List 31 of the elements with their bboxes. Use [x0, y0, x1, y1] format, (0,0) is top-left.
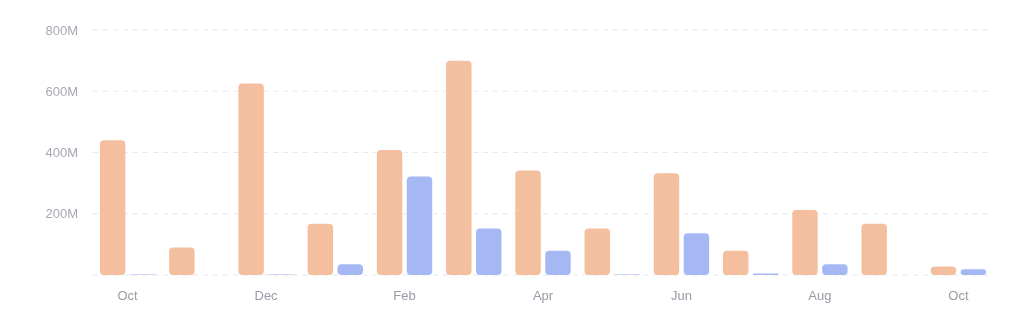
bar [653, 173, 680, 275]
bar [545, 250, 571, 275]
x-tick-label: Feb [393, 288, 416, 303]
bar [476, 228, 502, 275]
bar [99, 140, 126, 275]
x-tick-label: Oct [948, 288, 969, 303]
bar [930, 266, 957, 275]
bar [238, 83, 264, 275]
bar [169, 247, 195, 275]
bar [960, 269, 987, 275]
x-tick-label: Apr [532, 288, 554, 303]
bar [792, 210, 818, 275]
bar [337, 264, 363, 275]
x-tick-label: Dec [254, 288, 279, 303]
x-tick-label: Aug [808, 288, 832, 303]
bar [861, 223, 887, 275]
y-tick-label: 400M [45, 145, 78, 161]
bar [584, 228, 610, 275]
bar [683, 233, 710, 275]
x-tick-label: Oct [117, 288, 139, 303]
bar [515, 170, 541, 275]
y-tick-label: 600M [45, 83, 78, 99]
bar [307, 223, 334, 275]
x-tick-label: Jun [670, 288, 692, 303]
bar [822, 264, 848, 275]
bar [406, 176, 433, 275]
bar [723, 250, 749, 275]
y-tick-label: 200M [45, 206, 78, 222]
y-tick-label: 800M [45, 22, 78, 38]
bar [446, 60, 472, 275]
bar [376, 150, 403, 275]
